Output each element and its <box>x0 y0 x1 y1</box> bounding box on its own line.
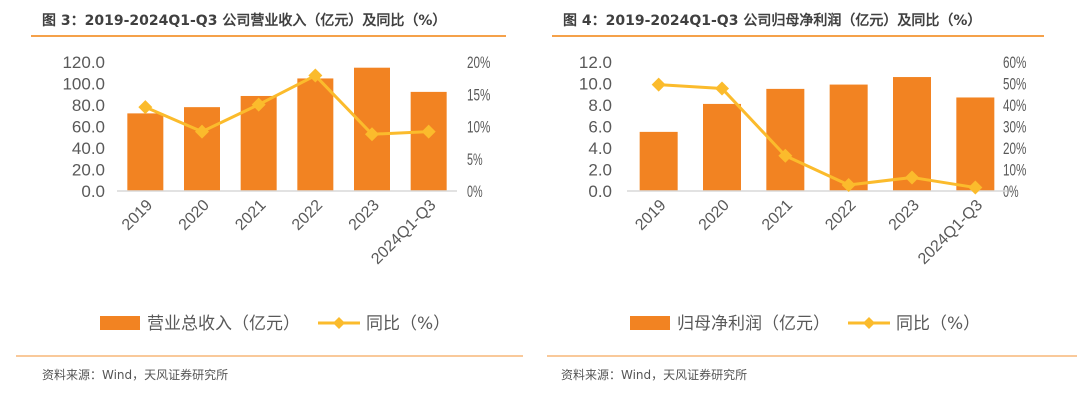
y-axis-tick-label: 0.0 <box>81 182 105 201</box>
y-axis-tick-label: 40.0 <box>72 139 105 158</box>
chart-net-profit: 0.0 2.0 4.0 6.0 8.0 10.0 12.0 0% 10% 20% 30% 40% 50%… <box>579 53 1026 334</box>
y-axis-tick-label: 10.0 <box>579 75 612 94</box>
y2-axis-tick-label: 10% <box>1003 161 1026 180</box>
y-axis-tick-label: 12.0 <box>579 53 612 72</box>
line-series <box>144 74 429 136</box>
line-point-marker <box>715 81 729 96</box>
line-point-marker <box>195 124 209 139</box>
legend-bar-swatch <box>100 316 140 330</box>
bar <box>410 91 447 191</box>
x-axis-tick-label: 2019 <box>119 197 156 234</box>
x-axis-tick-label: 2021 <box>232 197 269 234</box>
x-axis-tick-label: 2020 <box>696 197 733 234</box>
y2-axis-tick-label: 5% <box>467 150 483 169</box>
y2-axis-tick-label: 0% <box>1003 182 1019 201</box>
legend-bar-swatch <box>630 316 670 330</box>
source-note: 资料来源：Wind，天风证券研究所 <box>561 368 748 382</box>
chart-title: 图 3：2019-2024Q1-Q3 公司营业收入（亿元）及同比（%） <box>42 13 447 29</box>
x-axis-tick-label: 2021 <box>759 197 796 234</box>
title-divider <box>31 35 506 37</box>
line-point-marker <box>968 180 983 195</box>
y-axis-tick-label: 6.0 <box>588 118 612 137</box>
x-axis-tick-label: 2022 <box>822 197 859 234</box>
x-axis-tick-label: 2019 <box>632 197 669 234</box>
source-divider <box>547 355 1077 357</box>
x-axis-tick-label: 2023 <box>886 197 923 234</box>
bar <box>703 103 741 191</box>
title-divider <box>552 35 1044 37</box>
line-point-marker <box>138 100 153 115</box>
legend-label-line: 同比（%） <box>896 314 980 334</box>
bar <box>127 113 164 191</box>
legend-label-bar: 归母净利润（亿元） <box>677 314 830 334</box>
source-divider <box>16 355 523 357</box>
y2-axis-tick-label: 15% <box>467 85 490 104</box>
line-point-marker <box>841 177 856 192</box>
bar <box>766 88 805 191</box>
y2-axis-tick-label: 10% <box>467 118 490 137</box>
line-point-marker <box>905 170 919 185</box>
x-axis-tick-label: 2024Q1-Q3 <box>915 197 986 268</box>
line-point-marker <box>251 97 266 112</box>
y-axis-tick-label: 120.0 <box>62 53 105 72</box>
line-point-marker <box>421 124 436 139</box>
chart-panel-net-profit: 图 4：2019-2024Q1-Q3 公司归母净利润（亿元）及同比（%） 0.0… <box>540 0 1080 400</box>
chart-revenue: 0.0 20.0 40.0 60.0 80.0 100.0 120.0 0% 5% 10% 15% 2… <box>62 53 490 334</box>
y-axis-tick-label: 20.0 <box>72 161 105 180</box>
chart-title: 图 4：2019-2024Q1-Q3 公司归母净利润（亿元）及同比（%） <box>563 13 982 29</box>
legend-diamond-marker <box>863 317 875 329</box>
legend-label-bar: 营业总收入（亿元） <box>147 314 300 334</box>
bar <box>956 97 995 191</box>
chart-panel-revenue: 图 3：2019-2024Q1-Q3 公司营业收入（亿元）及同比（%） 0.0 2… <box>16 13 523 382</box>
x-axis-tick-label: 2023 <box>346 197 383 234</box>
line-point-marker <box>651 77 666 92</box>
y2-axis-tick-label: 60% <box>1003 53 1026 72</box>
bar <box>829 84 868 191</box>
y2-axis-tick-label: 20% <box>1003 139 1026 158</box>
legend-label-line: 同比（%） <box>366 314 450 334</box>
line-point-marker <box>308 68 323 83</box>
y-axis-tick-label: 8.0 <box>588 96 612 115</box>
line-point-marker <box>365 127 379 142</box>
bar <box>639 131 678 191</box>
source-note: 资料来源：Wind，天风证券研究所 <box>42 368 229 382</box>
y2-axis-tick-label: 30% <box>1003 118 1026 137</box>
legend-diamond-marker <box>333 317 345 329</box>
y-axis-tick-label: 4.0 <box>588 139 612 158</box>
y2-axis-tick-label: 40% <box>1003 96 1026 115</box>
y-axis-tick-label: 100.0 <box>62 75 105 94</box>
line-series <box>658 83 976 190</box>
bar <box>184 107 220 191</box>
y2-axis-tick-label: 50% <box>1003 75 1026 94</box>
y-axis-tick-label: 80.0 <box>72 96 105 115</box>
y2-axis-tick-label: 20% <box>467 53 490 72</box>
line-point-marker <box>778 148 793 163</box>
y-axis-tick-label: 0.0 <box>588 182 612 201</box>
bar <box>297 78 334 191</box>
x-axis-tick-label: 2022 <box>289 197 326 234</box>
y2-axis-tick-label: 0% <box>467 182 483 201</box>
y-axis-tick-label: 60.0 <box>72 118 105 137</box>
x-axis-tick-label: 2020 <box>176 197 213 234</box>
y-axis-tick-label: 2.0 <box>588 161 612 180</box>
